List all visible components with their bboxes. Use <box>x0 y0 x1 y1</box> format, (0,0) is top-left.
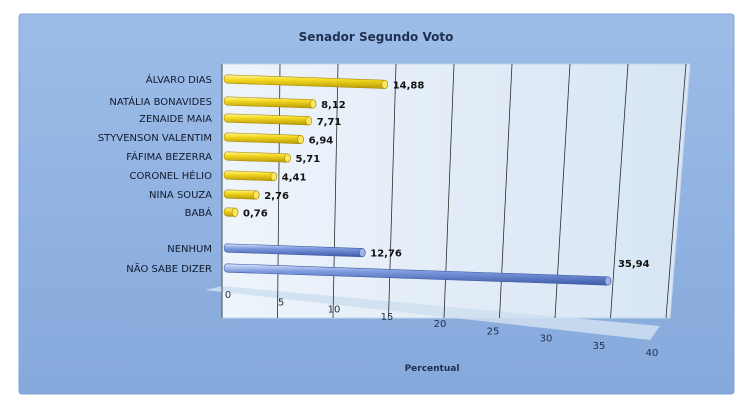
bar-cap <box>231 207 239 217</box>
x-tick-label: 0 <box>225 290 231 301</box>
x-axis-ticks: 0 5 10 15 20 25 30 35 40 <box>225 290 659 359</box>
gridline <box>610 63 629 319</box>
bar-cap <box>253 190 260 200</box>
value-label: 2,76 <box>264 191 289 202</box>
bar-cap <box>604 276 612 286</box>
category-label: STYVENSON VALENTIM <box>98 133 212 144</box>
bars <box>223 74 612 286</box>
bar-cap <box>305 116 312 126</box>
value-label: 12,76 <box>370 249 402 260</box>
category-label: NINA SOUZA <box>149 190 212 201</box>
bar <box>223 170 277 182</box>
x-tick-label: 5 <box>278 297 284 308</box>
x-axis-label: Percentual <box>405 364 460 374</box>
value-label: 35,94 <box>618 259 650 270</box>
bar-cap <box>381 79 388 89</box>
category-label: NENHUM <box>167 244 212 255</box>
x-tick-label: 35 <box>593 341 606 352</box>
category-label: CORONEL HÉLIO <box>130 169 213 182</box>
gridline <box>665 63 687 319</box>
category-label: BABÁ <box>185 206 213 219</box>
bar-cap <box>284 153 291 163</box>
x-tick-label: 25 <box>487 326 500 337</box>
value-labels: 14,88 8,12 7,71 6,94 5,71 4,41 2,76 0,76 12,76 35… <box>243 80 650 270</box>
x-tick-label: 40 <box>646 348 659 359</box>
value-label: 0,76 <box>243 208 268 219</box>
category-label: ZENAIDE MAIA <box>139 114 212 125</box>
x-tick-label: 15 <box>381 312 394 323</box>
category-label: ÁLVARO DIAS <box>146 73 212 86</box>
bar <box>223 151 291 163</box>
value-label: 14,88 <box>393 80 425 91</box>
plot-floor <box>205 286 660 340</box>
y-axis-labels: ÁLVARO DIAS NATÁLIA BONAVIDES ZENAIDE MAIA… <box>98 73 212 275</box>
value-label: 4,41 <box>282 173 307 184</box>
bar-cap <box>309 99 317 109</box>
category-label: FÁFIMA BEZERRA <box>126 150 212 163</box>
x-tick-label: 30 <box>540 334 553 345</box>
chart-title: Senador Segundo Voto <box>299 30 454 44</box>
bar-cap <box>359 248 366 258</box>
bar-cap <box>297 134 304 144</box>
x-tick-label: 10 <box>328 305 341 316</box>
category-label: NATÁLIA BONAVIDES <box>109 95 212 108</box>
value-label: 8,12 <box>321 100 346 111</box>
bar-cap <box>270 172 277 182</box>
value-label: 5,71 <box>296 154 321 165</box>
category-label: NÃO SABE DIZER <box>126 262 212 275</box>
value-label: 6,94 <box>309 135 334 146</box>
value-label: 7,71 <box>317 117 342 128</box>
x-tick-label: 20 <box>434 319 447 330</box>
